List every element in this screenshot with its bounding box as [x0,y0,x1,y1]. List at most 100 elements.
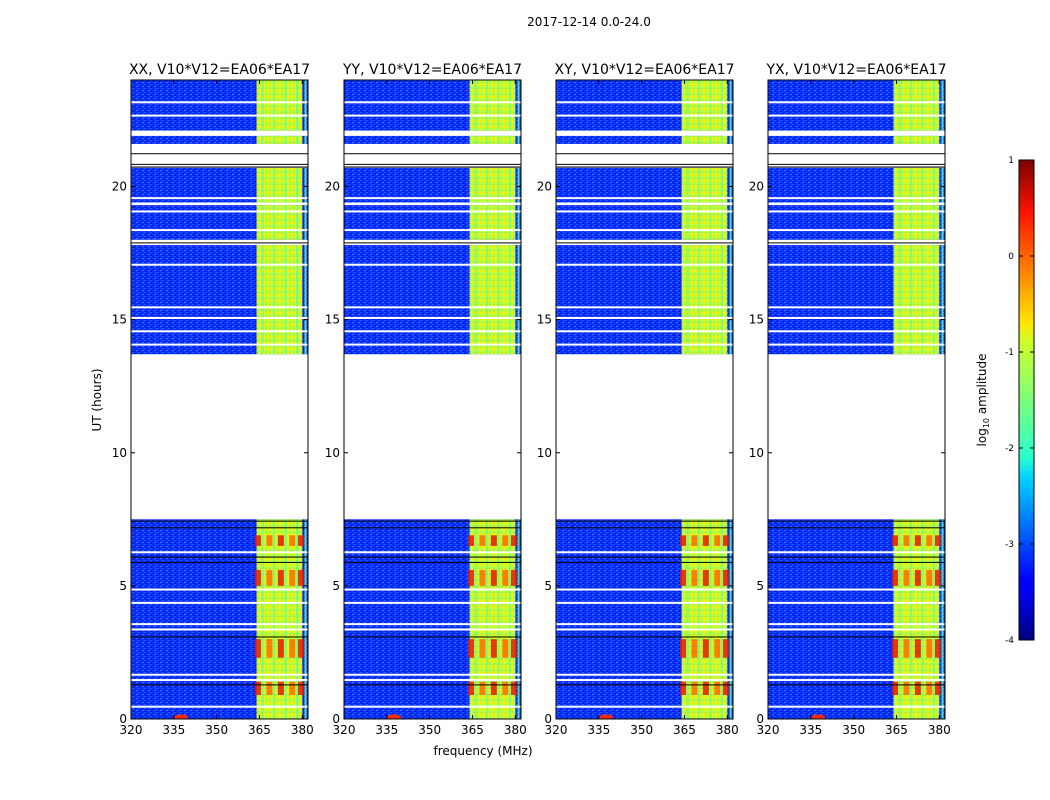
channel-stripe [474,80,477,131]
hot-channel [914,681,921,696]
panel-title: YY, V10*V12=EA06*EA17 [342,62,522,78]
axes-frame [130,79,309,720]
flag-gap [556,210,733,213]
channel-stripe [709,167,712,203]
channel-stripe [296,519,299,719]
channel-stripe [921,167,924,203]
flag-gap [131,673,308,676]
hot-channel [277,639,284,658]
channel-stripe [517,135,520,144]
separator-line [131,684,308,686]
channel-stripe [941,245,944,355]
separator-line [344,636,521,638]
y-tick-label: 5 [119,579,127,593]
channel-stripe [941,135,944,144]
colorbar-ticks: 1 0 -1 -2 -3 -4 [1005,156,1034,646]
data-segment [768,135,945,144]
channel-stripe [729,80,732,131]
rfi-block [469,80,516,131]
channel-stripe [721,519,724,719]
separator-line [768,556,945,558]
colorbar-tick-label: -1 [1005,348,1014,358]
flag-gap [768,588,945,591]
hot-channel [722,639,729,658]
x-tick-label: 320 [333,723,356,737]
separator-line [344,242,521,244]
hot-channel [502,535,509,546]
hot-channel [934,535,941,546]
x-tick-label: 380 [291,723,314,737]
separator-line [131,166,308,168]
flag-gap [131,263,308,266]
rfi-block [256,167,303,203]
channel-stripe [933,135,936,144]
separator-line [768,561,945,563]
channel-stripe [486,519,489,719]
hot-channel [926,569,933,586]
channel-stripe [933,80,936,131]
y-tick-label: 20 [749,180,764,194]
flag-gap [556,679,733,682]
colorbar-tick-label: -2 [1005,444,1014,454]
hot-channel [490,535,497,546]
channel-stripe [497,205,500,240]
flag-gap [344,343,521,346]
channel-stripe [486,245,489,355]
hot-channel [479,535,486,546]
panel-yx: YX, V10*V12=EA06*EA17 320 335 350 365 380 0 5 10… [749,62,951,737]
flag-gap [768,330,945,333]
separator-line [556,242,733,244]
low-feature [598,714,613,720]
separator-line [768,163,945,165]
separator-line [768,166,945,168]
flag-gap [556,588,733,591]
channel-stripe [709,80,712,131]
rfi-block [256,245,303,355]
channel-stripe [709,205,712,240]
hot-channel [479,681,486,696]
colorbar: 10-1-2-3-4 log10 amplitude [975,156,1035,646]
channel-stripe [921,519,924,719]
y-tick-label: 0 [332,712,340,726]
channel-stripe [941,167,944,203]
channel-stripe [304,80,307,131]
flag-gap [556,316,733,319]
channel-stripe [273,167,276,203]
flag-gap [344,679,521,682]
channel-stripe [933,167,936,203]
rfi-block [893,80,940,131]
hot-channel [702,569,709,586]
channel-stripe [941,519,944,719]
y-tick-label: 20 [537,180,552,194]
separator-line [556,636,733,638]
hot-channel [289,681,296,696]
x-tick-label: 365 [248,723,271,737]
channel-stripe [898,245,901,355]
y-tick-label: 10 [325,446,340,460]
separator-line [344,684,521,686]
channel-stripe [910,167,913,203]
channel-stripe [729,519,732,719]
channel-stripe [296,167,299,203]
hot-channel [680,639,687,658]
data-segment [131,135,308,144]
flag-gap [131,316,308,319]
channel-stripe [261,80,264,131]
flag-gap [344,588,521,591]
flag-gap [768,210,945,213]
channel-stripe [698,135,701,144]
channel-stripe [474,205,477,240]
flag-gap [556,705,733,708]
channel-stripe [898,135,901,144]
channel-stripe [729,167,732,203]
channel-stripe [686,205,689,240]
axes-frame [555,79,734,720]
flag-gap [556,306,733,309]
channel-stripe [273,519,276,719]
x-tick-label: 365 [673,723,696,737]
flag-gap [344,197,521,200]
channel-stripe [898,80,901,131]
hot-channel [297,639,304,658]
separator-line [131,556,308,558]
hot-channel [914,569,921,586]
